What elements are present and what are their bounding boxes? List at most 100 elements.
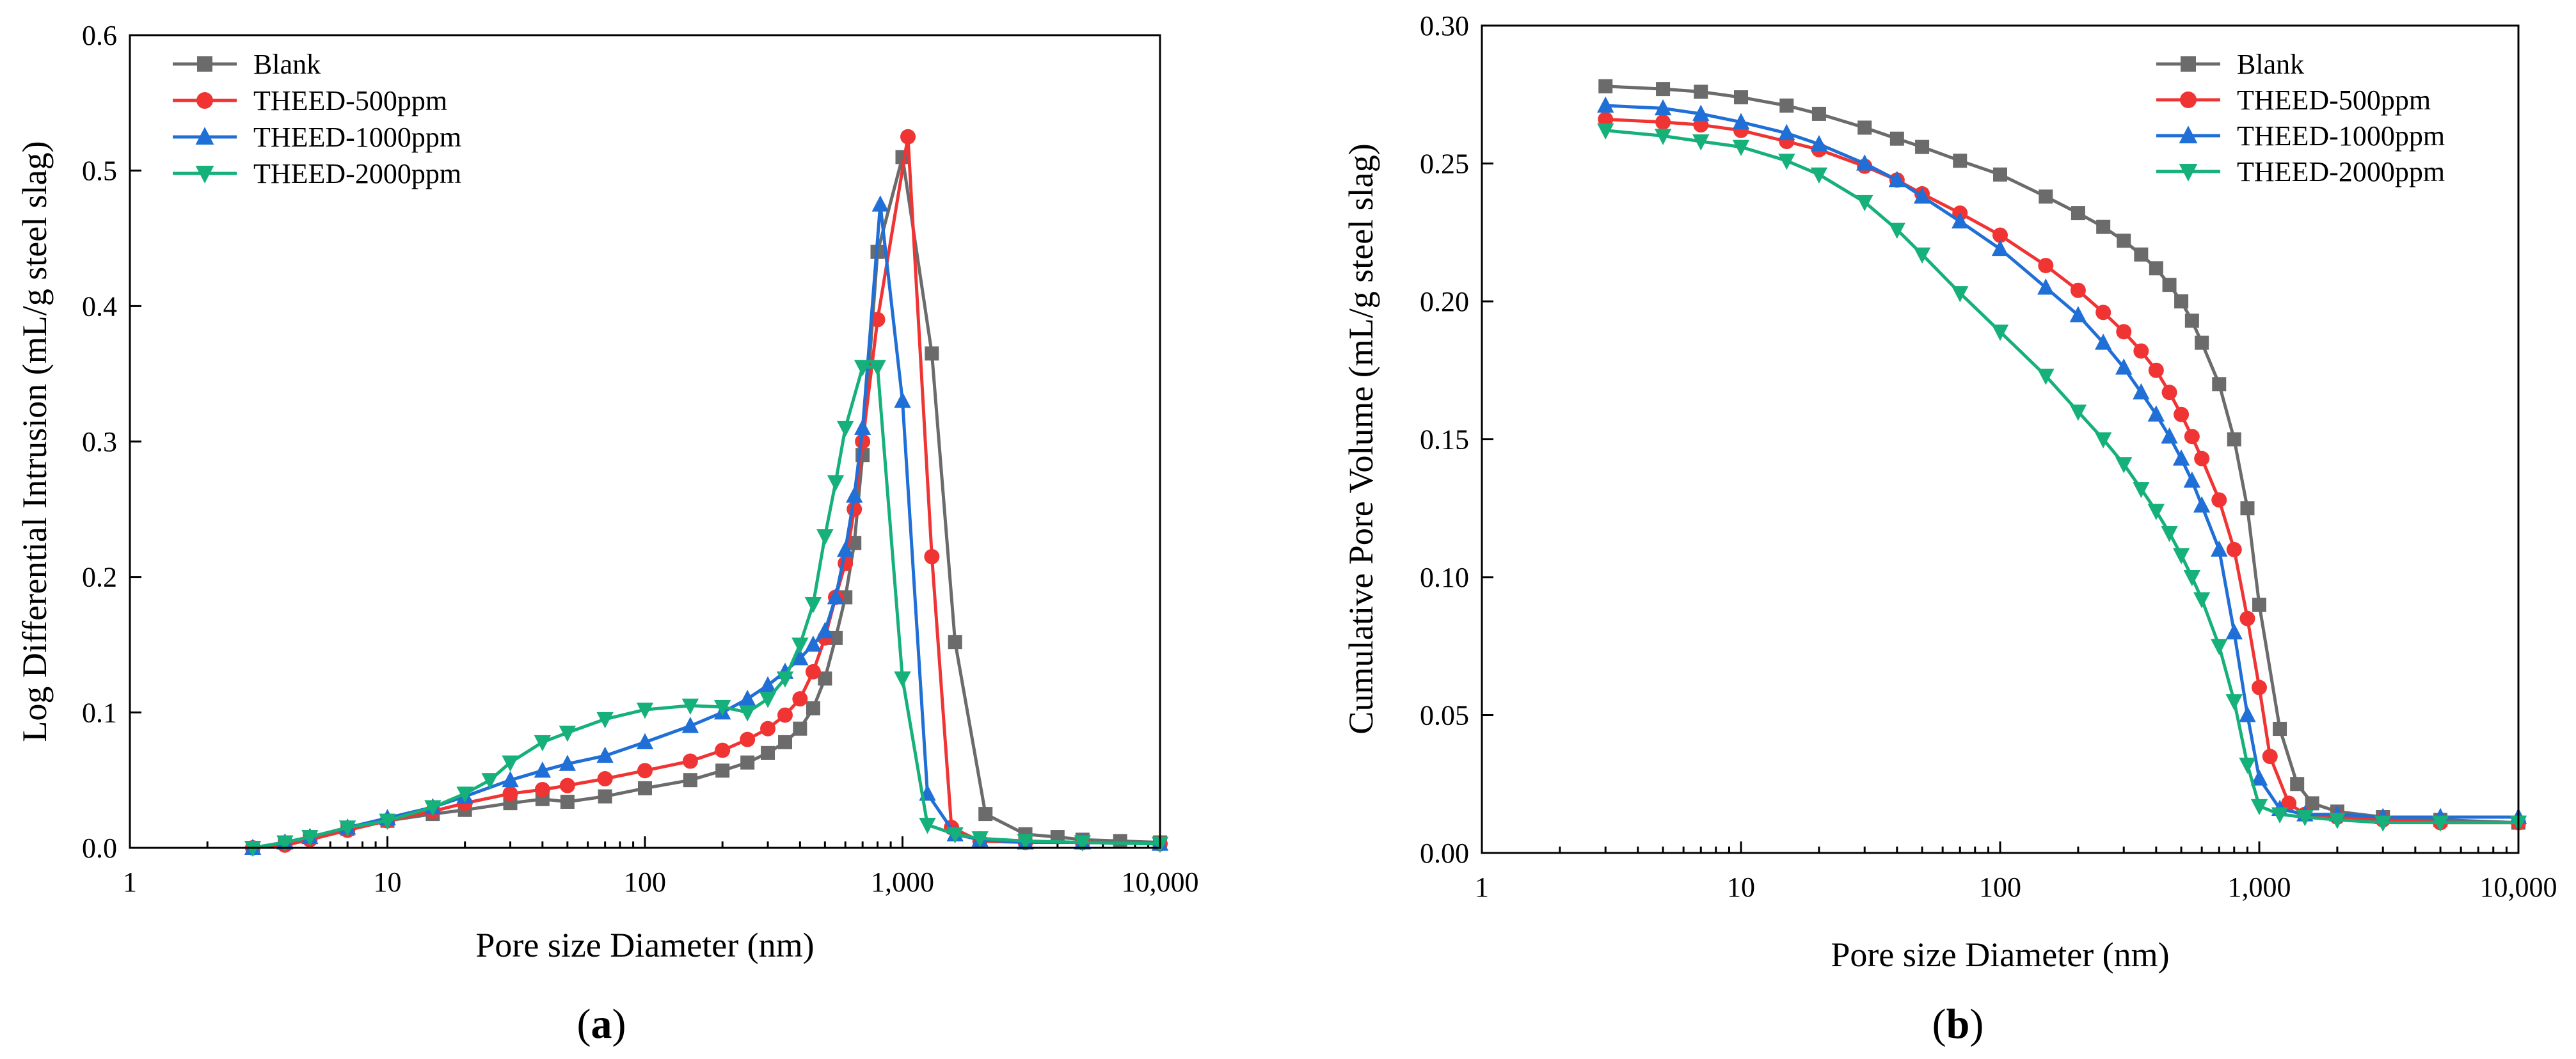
plot-frame [1481, 24, 2520, 854]
legend-marker [196, 92, 213, 109]
data-point [2262, 749, 2278, 765]
data-point [793, 721, 807, 736]
data-point [1913, 187, 1931, 204]
data-point [534, 761, 552, 778]
data-point [2038, 257, 2054, 273]
y-axis-title: Cumulative Pore Volume (mL/g steel slag) [1342, 143, 1380, 734]
legend-label: THEED-2000ppm [253, 158, 461, 189]
data-point [2172, 548, 2190, 564]
x-tick-label: 1,000 [2228, 872, 2291, 903]
legend-entry: THEED-1000ppm [2156, 120, 2445, 152]
data-point [1810, 135, 1828, 152]
data-point [2195, 335, 2209, 350]
data-point [2183, 570, 2201, 587]
panel-label: (a) [577, 1001, 626, 1047]
data-point [948, 635, 962, 649]
data-point [1779, 98, 1794, 113]
data-point [2134, 247, 2149, 262]
data-point [894, 671, 911, 688]
data-point [900, 129, 916, 145]
x-axis-title: Pore size Diameter (nm) [475, 926, 814, 964]
data-point [713, 699, 731, 717]
data-point [2094, 432, 2112, 449]
data-point [638, 781, 652, 795]
data-point [818, 671, 832, 686]
data-point [2133, 383, 2150, 400]
panel-label: (b) [1932, 1001, 1984, 1047]
data-point [760, 721, 776, 737]
data-point [1856, 195, 1873, 212]
data-point [2305, 796, 2319, 811]
data-point [1856, 154, 1873, 171]
legend-entry: THEED-1000ppm [173, 122, 461, 153]
legend-entry: THEED-2000ppm [173, 158, 461, 189]
data-point [456, 786, 473, 803]
data-point [740, 755, 755, 770]
y-tick-label: 0.05 [1420, 700, 1469, 731]
x-tick-label: 1 [1475, 872, 1489, 903]
data-point [1991, 324, 2009, 341]
data-point [845, 486, 863, 503]
data-point [715, 742, 731, 758]
data-point [828, 630, 843, 645]
data-point [2239, 610, 2255, 626]
legend-entry: THEED-500ppm [2156, 84, 2431, 116]
data-point [2172, 449, 2190, 466]
data-point [502, 786, 518, 802]
data-point [2194, 450, 2210, 466]
y-tick-label: 0.25 [1420, 148, 1469, 180]
data-point [2226, 541, 2242, 557]
panel-a: 1 10 100 1,000 10,000 0.0 0.1 0.2 0.3 0.4 0.5 0.6 Bl… [15, 20, 1199, 1047]
data-point [2037, 369, 2055, 385]
data-point [2239, 706, 2256, 722]
y-tick-label: 0.00 [1420, 838, 1469, 869]
data-point [338, 820, 356, 837]
data-point [1017, 834, 1034, 850]
data-point [379, 813, 396, 830]
legend-label: Blank [253, 49, 321, 80]
data-point [827, 475, 845, 491]
data-point [2161, 427, 2178, 444]
data-point [971, 831, 989, 848]
data-point [2095, 305, 2111, 321]
data-point [2374, 815, 2392, 832]
data-point [1811, 106, 1826, 121]
data-point [276, 835, 294, 852]
data-point [1888, 171, 1906, 187]
data-point [2147, 504, 2165, 520]
data-point [2133, 343, 2149, 359]
data-point [596, 712, 614, 729]
panel-letter: b [1946, 1001, 1970, 1047]
data-point [1732, 139, 1750, 156]
data-point [559, 777, 575, 793]
y-tick-label: 0.10 [1420, 562, 1469, 593]
data-point [559, 726, 576, 742]
data-point [924, 548, 940, 564]
data-point [560, 795, 575, 809]
data-point [2225, 623, 2243, 640]
legend-label: THEED-1000ppm [2237, 120, 2445, 152]
data-point [1913, 247, 1931, 264]
y-tick-label: 0.30 [1420, 10, 1469, 42]
data-point [637, 763, 653, 779]
data-point [837, 541, 854, 557]
legend-entry: Blank [2156, 49, 2304, 80]
series-line [1605, 84, 2519, 825]
data-point [827, 588, 845, 605]
data-point [534, 735, 552, 752]
y-tick-label: 0.3 [82, 426, 117, 458]
data-point [759, 692, 777, 708]
data-point [1597, 123, 1614, 140]
legend-marker [2179, 164, 2198, 182]
data-point [1915, 139, 1930, 154]
legend: Blank THEED-500ppm THEED-1000ppm THEED-2000… [173, 49, 461, 189]
data-point [2161, 526, 2178, 543]
data-point [481, 773, 498, 790]
data-point [870, 312, 886, 328]
data-point [804, 597, 822, 614]
data-point [2239, 758, 2256, 774]
data-point [837, 420, 854, 438]
data-point [855, 434, 871, 449]
data-point [2115, 457, 2133, 474]
data-point [502, 755, 519, 772]
